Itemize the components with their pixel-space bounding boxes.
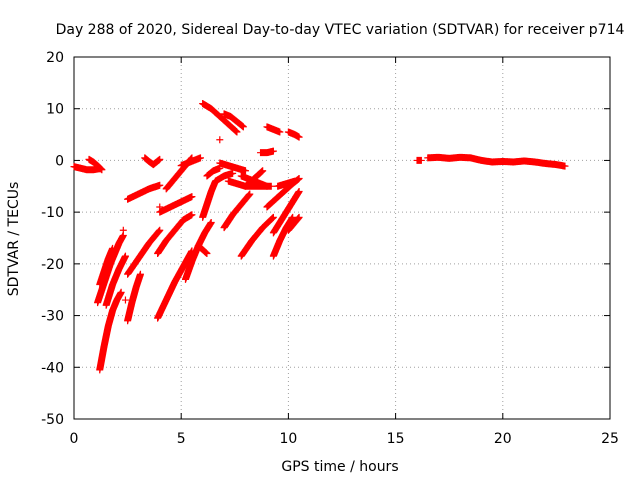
data-arc [85, 155, 106, 174]
data-arc [199, 177, 220, 221]
data-arc [177, 154, 204, 170]
y-tick-label: -40 [41, 360, 64, 376]
data-arc [257, 147, 277, 157]
data-arc [263, 123, 284, 136]
data-point [119, 226, 127, 234]
tick-labels: 0 5 10 15 20 25 -50 -40 -30 -20 -10 0 10 20 [41, 50, 619, 447]
x-tick-label: 25 [601, 431, 619, 447]
y-tick-label: -50 [41, 412, 64, 428]
y-axis-label: SDTVAR / TECUs [6, 182, 22, 297]
data-arc [203, 164, 224, 180]
y-tick-label: 0 [55, 153, 64, 169]
data-arc [284, 213, 303, 234]
data-arc [212, 169, 237, 185]
data-arc [156, 193, 196, 216]
data-arc [413, 156, 425, 164]
data-arc [124, 270, 144, 325]
data-arc [96, 244, 117, 289]
data-arc [181, 218, 215, 283]
x-tick-label: 10 [279, 431, 297, 447]
chart-title: Day 288 of 2020, Sidereal Day-to-day VTE… [56, 22, 625, 38]
data-arc [154, 211, 196, 258]
y-tick-label: 20 [46, 50, 64, 66]
data-arc [102, 252, 129, 309]
x-tick-label: 5 [177, 431, 186, 447]
gridlines [74, 57, 610, 419]
data-point [121, 296, 129, 304]
data-arc [269, 187, 303, 237]
data-arc [274, 177, 299, 190]
data-arc [194, 242, 211, 258]
x-tick-label: 15 [387, 431, 405, 447]
data-arc [124, 226, 164, 278]
data-arc [220, 110, 247, 131]
plot-frame [73, 56, 611, 420]
data-arc [242, 167, 267, 190]
y-tick-label: -30 [41, 309, 64, 325]
x-tick-label: 0 [70, 431, 79, 447]
data-point [216, 136, 224, 144]
data-arc [220, 190, 254, 232]
data-arc [154, 247, 196, 322]
data-points [70, 100, 569, 374]
data-arc [424, 153, 569, 170]
axis-ticks [73, 56, 611, 420]
x-axis-label: GPS time / hours [281, 459, 398, 475]
data-point [156, 203, 164, 211]
y-tick-label: -10 [41, 205, 64, 221]
data-arc [94, 231, 127, 307]
data-arc [284, 128, 303, 141]
data-arc [216, 159, 250, 175]
x-tick-label: 20 [494, 431, 512, 447]
y-tick-label: 10 [46, 102, 64, 118]
data-arc [237, 213, 277, 260]
data-arc [141, 154, 164, 169]
data-arc [124, 181, 164, 203]
data-arc [70, 163, 104, 174]
y-tick-label: -20 [41, 257, 64, 273]
data-arc [269, 213, 297, 260]
data-arc [199, 100, 241, 136]
data-arc [96, 288, 125, 374]
